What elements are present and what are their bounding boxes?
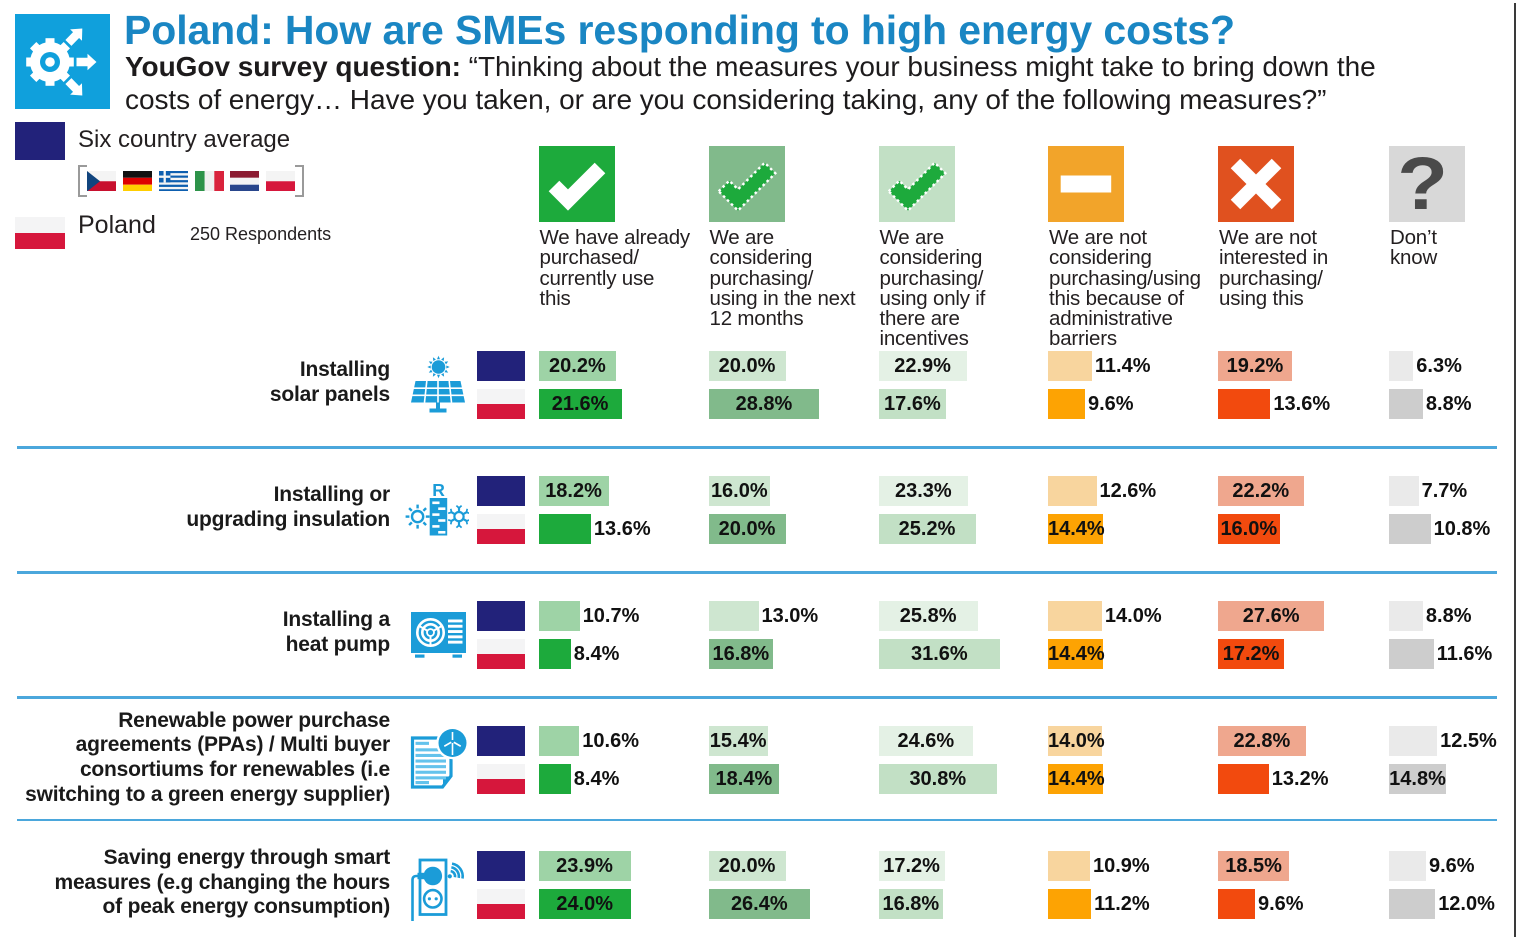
svg-text:R: R (432, 481, 445, 500)
